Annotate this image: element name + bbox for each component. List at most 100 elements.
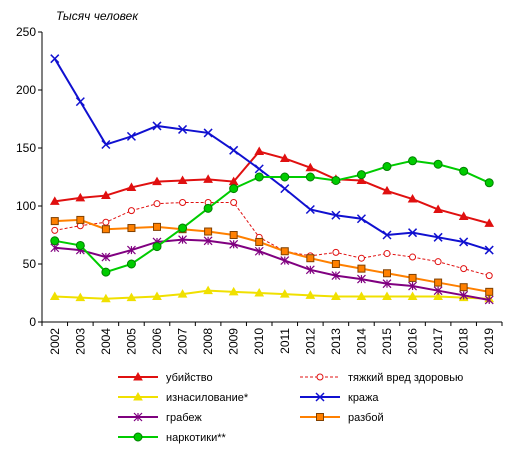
legend: убийство тяжкий вред здоровью изнасиловани… bbox=[118, 371, 463, 444]
data-point bbox=[127, 224, 136, 233]
y-tick-label: 250 bbox=[16, 25, 36, 39]
legend-swatch-marker bbox=[133, 432, 143, 442]
data-point bbox=[280, 256, 290, 265]
legend-swatch-marker bbox=[316, 413, 324, 421]
data-point bbox=[485, 287, 494, 296]
data-point bbox=[458, 211, 469, 220]
legend-item: кража bbox=[300, 392, 379, 404]
data-point bbox=[152, 121, 162, 131]
x-tick-label: 2017 bbox=[431, 328, 445, 355]
data-point bbox=[484, 295, 494, 305]
data-point bbox=[331, 291, 341, 300]
data-point bbox=[254, 146, 265, 155]
legend-label: наркотики** bbox=[166, 432, 227, 444]
legend-label: кража bbox=[348, 392, 379, 404]
data-point bbox=[254, 164, 264, 174]
x-tick-label: 2019 bbox=[482, 328, 496, 355]
data-point-stroke bbox=[305, 204, 315, 215]
data-point bbox=[305, 290, 316, 299]
data-point bbox=[484, 245, 494, 255]
legend-label: тяжкий вред здоровью bbox=[348, 372, 463, 384]
data-point bbox=[101, 139, 111, 150]
data-point bbox=[177, 175, 188, 184]
data-point bbox=[178, 223, 188, 233]
series-line bbox=[54, 238, 490, 301]
data-point bbox=[203, 236, 213, 246]
data-point bbox=[280, 172, 290, 182]
data-point bbox=[177, 289, 188, 298]
data-point bbox=[305, 204, 315, 215]
data-point bbox=[484, 218, 495, 227]
data-point bbox=[127, 245, 136, 255]
legend-label: убийство bbox=[166, 372, 213, 384]
data-point bbox=[356, 170, 366, 180]
data-point bbox=[459, 237, 469, 247]
x-tick-label: 2003 bbox=[73, 328, 87, 355]
series-3 bbox=[50, 54, 494, 255]
data-point-stroke bbox=[459, 237, 469, 247]
legend-swatch-marker-stroke bbox=[315, 392, 325, 402]
series-line bbox=[54, 150, 490, 225]
data-point bbox=[459, 283, 468, 292]
data-point bbox=[203, 174, 213, 183]
x-tick-label: 2013 bbox=[329, 328, 343, 355]
data-point bbox=[305, 265, 315, 275]
legend-swatch-marker bbox=[133, 391, 143, 401]
data-point bbox=[356, 291, 367, 300]
data-point bbox=[203, 285, 213, 295]
data-point bbox=[101, 252, 111, 262]
data-point-stroke bbox=[382, 230, 392, 240]
data-point bbox=[153, 222, 161, 231]
data-point-stroke bbox=[280, 184, 290, 194]
data-point bbox=[279, 289, 290, 298]
data-point bbox=[76, 215, 85, 224]
series-line bbox=[54, 218, 490, 293]
legend-item: грабеж bbox=[118, 412, 202, 424]
data-point-stroke bbox=[408, 228, 418, 238]
data-point bbox=[51, 226, 59, 234]
data-point-stroke bbox=[433, 232, 443, 242]
data-point bbox=[357, 254, 365, 262]
data-point bbox=[357, 264, 366, 273]
data-point bbox=[331, 175, 341, 185]
data-point bbox=[433, 286, 443, 296]
series-0 bbox=[49, 146, 495, 227]
data-point bbox=[407, 291, 418, 300]
data-point bbox=[75, 192, 86, 202]
data-point bbox=[331, 271, 341, 281]
y-tick-label: 50 bbox=[23, 257, 37, 271]
legend-label: разбой bbox=[348, 412, 384, 424]
data-point bbox=[382, 279, 392, 289]
data-point bbox=[434, 258, 442, 266]
y-tick-label: 0 bbox=[29, 315, 36, 329]
axes: 0 50 100 150 200 250 2002 2003 2004 2005 2006 2007 2… bbox=[16, 25, 503, 355]
data-point bbox=[485, 272, 493, 280]
legend-swatch-marker bbox=[133, 371, 143, 381]
x-tick-label: 2010 bbox=[252, 328, 266, 355]
x-tick-label: 2005 bbox=[124, 328, 138, 355]
series-4 bbox=[50, 235, 494, 305]
data-point bbox=[229, 145, 239, 155]
data-point bbox=[433, 159, 443, 169]
data-point bbox=[433, 204, 443, 213]
data-point bbox=[383, 250, 391, 258]
data-point bbox=[408, 156, 418, 166]
unit-label: Тысяч человек bbox=[56, 9, 139, 23]
data-point bbox=[255, 237, 264, 246]
legend-swatch-marker bbox=[315, 392, 325, 402]
data-point bbox=[178, 235, 187, 245]
legend-item: убийство bbox=[118, 371, 213, 384]
data-point bbox=[357, 274, 366, 284]
data-point bbox=[75, 292, 86, 302]
data-point bbox=[408, 281, 417, 291]
data-point bbox=[228, 286, 239, 296]
data-point bbox=[331, 260, 340, 268]
data-point bbox=[229, 184, 239, 194]
data-point bbox=[254, 287, 265, 297]
data-point-stroke bbox=[101, 139, 111, 150]
data-point-stroke bbox=[254, 164, 264, 174]
data-point-stroke bbox=[152, 121, 162, 131]
data-point bbox=[230, 199, 238, 207]
data-point bbox=[382, 162, 392, 172]
